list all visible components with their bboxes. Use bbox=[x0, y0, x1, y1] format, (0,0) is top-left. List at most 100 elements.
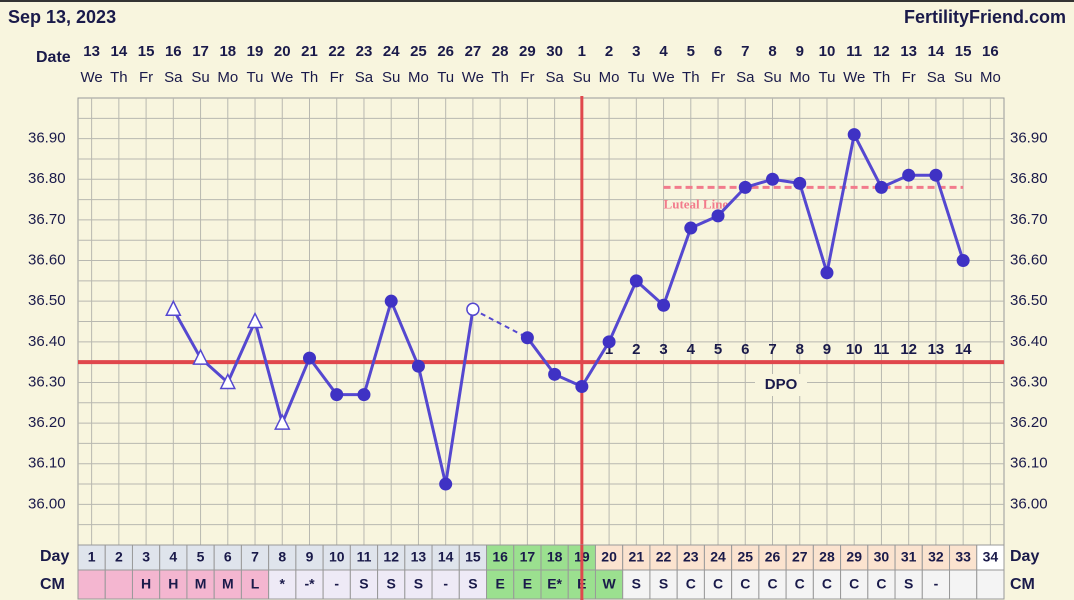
weekday: Su bbox=[191, 69, 209, 86]
cm-value: * bbox=[280, 576, 286, 592]
dpo-number: 8 bbox=[796, 341, 804, 358]
point bbox=[357, 388, 371, 402]
cm-cell bbox=[622, 569, 651, 600]
date-number: 19 bbox=[247, 43, 264, 60]
weekday: We bbox=[652, 69, 674, 86]
point bbox=[902, 168, 916, 182]
dpo-label: DPO bbox=[765, 376, 798, 393]
point bbox=[929, 168, 943, 182]
triangle-point bbox=[246, 311, 264, 329]
weekday: Th bbox=[491, 69, 509, 86]
date-number: 27 bbox=[465, 43, 482, 60]
weekday: Fr bbox=[520, 69, 534, 86]
date-number: 8 bbox=[768, 43, 776, 60]
date-number: 14 bbox=[928, 43, 945, 60]
cm-value: H bbox=[141, 576, 151, 592]
day-label: Day bbox=[40, 548, 69, 565]
cm-value: C bbox=[876, 576, 886, 592]
day-number: 26 bbox=[765, 549, 781, 565]
day-cell bbox=[540, 544, 569, 571]
date-number: 26 bbox=[437, 43, 454, 60]
cm-cell bbox=[295, 569, 324, 600]
dpo-number: 1 bbox=[605, 341, 613, 358]
point bbox=[874, 180, 888, 194]
weekday: Mo bbox=[217, 69, 238, 86]
triangle-point bbox=[192, 348, 209, 365]
y-tick-label: 36.70 bbox=[28, 211, 66, 228]
dpo-number: 7 bbox=[768, 341, 776, 358]
cm-cell bbox=[812, 569, 842, 600]
weekday: Tu bbox=[628, 69, 645, 86]
y-tick-label-right: 36.60 bbox=[1010, 252, 1048, 269]
date-number: 16 bbox=[165, 43, 182, 60]
day-number: 32 bbox=[928, 549, 944, 565]
temperature-line bbox=[172, 296, 475, 485]
cm-value: - bbox=[934, 576, 939, 592]
cm-cell bbox=[213, 569, 242, 600]
date-number: 10 bbox=[819, 43, 836, 60]
weekday: Th bbox=[682, 69, 700, 86]
day-cell bbox=[213, 544, 242, 571]
y-tick-label-right: 36.00 bbox=[1010, 495, 1048, 512]
day-number: 17 bbox=[520, 549, 536, 565]
open-point bbox=[466, 302, 480, 317]
y-tick-label-right: 36.90 bbox=[1010, 130, 1048, 147]
y-tick-label-right: 36.50 bbox=[1010, 292, 1048, 309]
day-number: 30 bbox=[874, 549, 890, 565]
cm-cell bbox=[349, 569, 379, 600]
day-number: 29 bbox=[846, 549, 862, 565]
y-tick-label: 36.20 bbox=[28, 414, 66, 431]
date-number: 11 bbox=[846, 43, 862, 60]
triangle-point bbox=[219, 372, 237, 390]
dpo-number: 11 bbox=[874, 341, 890, 358]
cm-value: W bbox=[602, 576, 616, 592]
day-cell bbox=[104, 544, 133, 571]
date-number: 25 bbox=[410, 43, 427, 60]
weekday: Su bbox=[382, 69, 400, 86]
date-number: 30 bbox=[546, 43, 563, 60]
y-tick-label-right: 36.80 bbox=[1010, 170, 1048, 187]
day-number: 24 bbox=[710, 549, 726, 565]
day-cell bbox=[594, 544, 624, 571]
weekday: Tu bbox=[247, 69, 264, 86]
point bbox=[657, 298, 671, 312]
point bbox=[847, 128, 861, 142]
weekday: Su bbox=[573, 69, 591, 86]
day-cell bbox=[131, 544, 161, 571]
day-number: 21 bbox=[629, 549, 645, 565]
date-number: 16 bbox=[982, 43, 999, 60]
cm-cell bbox=[731, 569, 760, 600]
weekday: Fr bbox=[902, 69, 916, 86]
date-number: 20 bbox=[274, 43, 291, 60]
point bbox=[575, 380, 589, 394]
weekday: Fr bbox=[330, 69, 344, 86]
day-cell bbox=[976, 544, 1005, 571]
dpo-number: 14 bbox=[955, 341, 972, 358]
date-number: 13 bbox=[83, 43, 100, 60]
weekday: Su bbox=[954, 69, 972, 86]
weekday: Sa bbox=[545, 69, 564, 86]
dpo-number: 2 bbox=[632, 341, 640, 358]
date-number: 22 bbox=[328, 43, 345, 60]
cm-cell bbox=[840, 569, 869, 600]
point bbox=[629, 274, 643, 288]
date-number: 12 bbox=[873, 43, 890, 60]
weekday: Th bbox=[110, 69, 128, 86]
weekday: Fr bbox=[711, 69, 725, 86]
cm-value: S bbox=[632, 576, 641, 592]
day-number: 16 bbox=[492, 549, 508, 565]
day-number: 10 bbox=[329, 549, 345, 565]
day-label-right: Day bbox=[1010, 548, 1039, 565]
point bbox=[766, 172, 779, 186]
cm-cell bbox=[377, 569, 406, 600]
cm-cell bbox=[322, 569, 351, 600]
date-number: 9 bbox=[796, 43, 804, 60]
point bbox=[411, 359, 425, 373]
weekday: Sa bbox=[355, 69, 374, 86]
weekday: Th bbox=[301, 69, 319, 86]
point bbox=[711, 209, 725, 223]
date-number: 15 bbox=[138, 43, 155, 60]
cm-value: C bbox=[767, 576, 777, 592]
cm-label: CM bbox=[40, 576, 65, 593]
